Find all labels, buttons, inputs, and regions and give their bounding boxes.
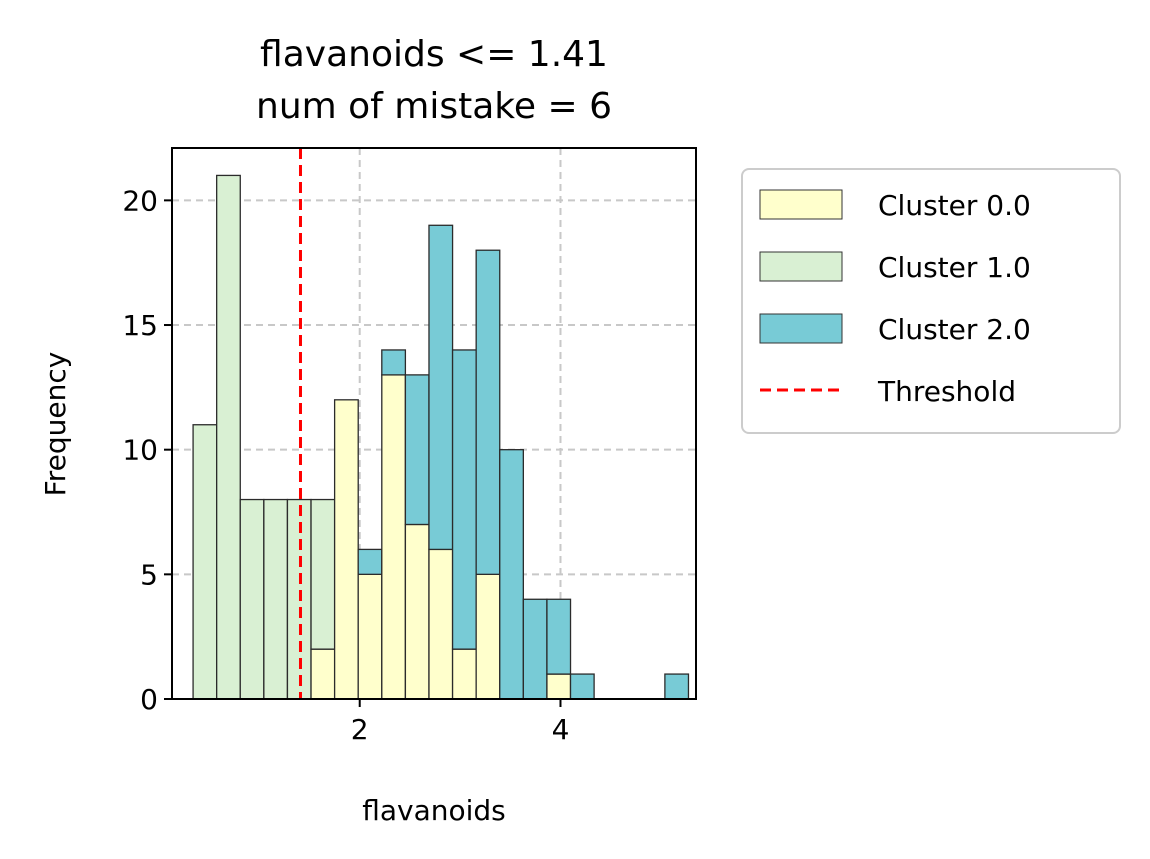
bar-cluster-0 [333, 399, 359, 700]
y-tick-label: 5 [140, 558, 158, 591]
bar-cluster-2 [546, 598, 572, 675]
bar-cluster-0 [451, 648, 477, 700]
legend-swatch-cluster-1 [759, 251, 843, 282]
bar-cluster-2 [357, 548, 383, 575]
bar-cluster-2 [569, 673, 595, 700]
bar-cluster-1 [216, 174, 241, 700]
bar-cluster-0 [428, 548, 454, 700]
y-tick-label: 15 [122, 309, 158, 342]
bar-cluster-2 [499, 449, 524, 700]
legend-label-threshold: Threshold [877, 375, 1016, 408]
y-tick-label: 10 [122, 434, 158, 467]
legend-label-cluster-2: Cluster 2.0 [878, 313, 1031, 346]
bar-cluster-2 [428, 224, 454, 551]
x-tick-label: 2 [351, 713, 369, 746]
bar-cluster-2 [381, 349, 407, 376]
bar-cluster-0 [357, 573, 383, 700]
x-axis-label: flavanoids [362, 794, 506, 827]
bar-cluster-1 [263, 498, 289, 700]
legend-label-cluster-0: Cluster 0.0 [878, 189, 1031, 222]
chart-title-line-2: num of mistake = 6 [256, 86, 612, 127]
y-axis-label: Frequency [39, 352, 72, 497]
bar-cluster-1 [310, 498, 336, 650]
bar-cluster-1 [239, 498, 265, 700]
bar-cluster-0 [475, 573, 501, 700]
plot-frame [171, 147, 697, 700]
y-tick-label: 20 [122, 184, 158, 217]
legend-frame [741, 168, 1121, 434]
bar-cluster-0 [381, 374, 407, 700]
bar-cluster-0 [404, 523, 430, 700]
bar-cluster-1 [192, 424, 218, 700]
y-axis-ticks: 0 5 10 15 20 [122, 184, 172, 716]
bar-cluster-2 [475, 249, 501, 575]
y-tick-label: 0 [140, 683, 158, 716]
legend-swatch-cluster-2 [759, 313, 843, 344]
bar-cluster-0 [546, 673, 572, 700]
legend-label-cluster-1: Cluster 1.0 [878, 251, 1031, 284]
chart-title-line-1: flavanoids <= 1.41 [260, 34, 608, 75]
x-tick-label: 4 [552, 713, 570, 746]
bar-cluster-2 [451, 349, 477, 650]
bar-cluster-2 [522, 598, 548, 700]
bars [192, 174, 690, 700]
bar-cluster-2 [404, 374, 430, 526]
legend-swatch-cluster-0 [759, 189, 843, 220]
bar-cluster-0 [310, 648, 336, 700]
bar-cluster-2 [664, 673, 690, 700]
legend: Cluster 0.0 Cluster 1.0 Cluster 2.0 Thre… [741, 168, 1121, 434]
